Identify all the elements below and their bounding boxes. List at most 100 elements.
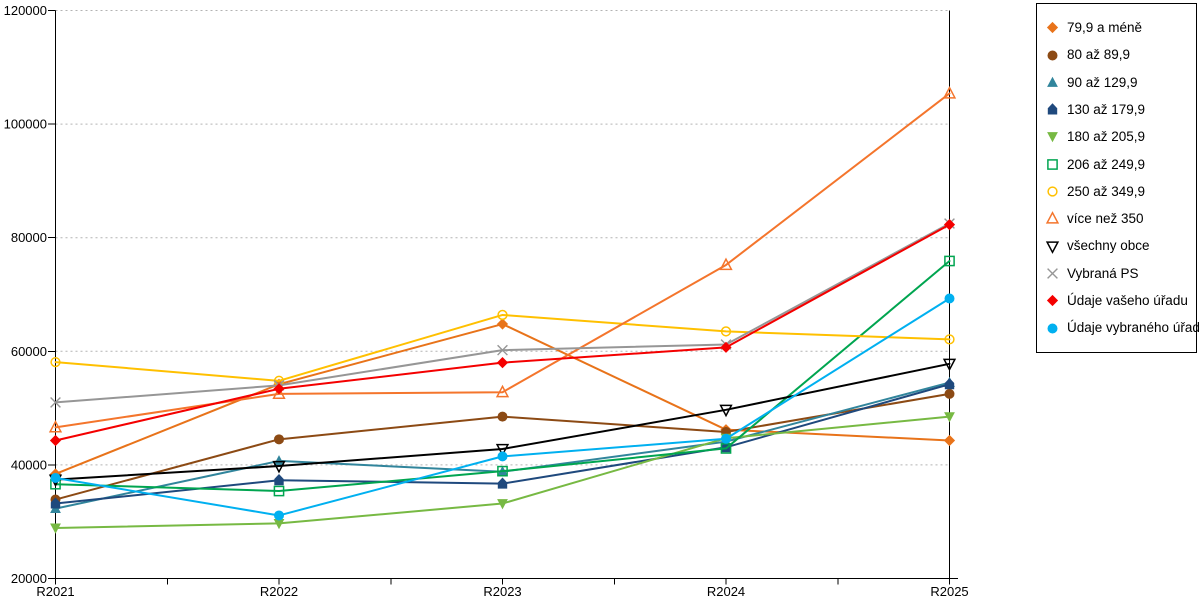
data-point-marker [273,383,285,395]
axis-labels: 20000 40000 60000 80000 100000 120000 R2021 R20… [4,3,969,599]
data-point-marker [272,460,286,474]
legend-item: Údaje vašeho úřadu [1045,293,1192,308]
data-point-marker [943,219,956,231]
series-5 [50,255,955,497]
y-axis-tick-label: 100000 [4,117,47,132]
legend-item: 206 až 249,9 [1045,157,1192,172]
legend-marker-diamond-icon [1046,295,1059,307]
legend-marker-house-icon [1047,103,1058,115]
legend-item: 90 až 129,9 [1045,75,1192,90]
legend-marker-triangle-down-icon [1045,241,1060,254]
data-point-marker [944,412,955,423]
data-point-marker [273,519,285,530]
legend-marker-circle-icon [1047,50,1058,61]
data-point-marker [274,434,284,445]
legend-item: Údaje vybraného úřadu [1045,321,1200,336]
legend-label: 79,9 a méně [1067,20,1143,36]
data-point-marker [50,356,61,368]
data-point-marker [495,443,510,457]
legend-label: Vybraná PS [1067,265,1139,281]
data-point-marker [942,358,957,372]
legend-item: 180 až 205,9 [1045,129,1192,144]
x-axis-tick-label: R2024 [707,584,745,599]
legend-marker-diamond-icon [1046,22,1059,34]
data-point-marker [943,434,956,447]
legend-label: více než 350 [1067,211,1144,227]
legend-label: 180 až 205,9 [1067,129,1146,145]
series-4 [50,412,955,534]
x-axis-tick-label: R2025 [930,584,968,599]
data-point-marker [497,451,508,462]
legend-label: Údaje vybraného úřadu [1067,320,1200,336]
data-point-marker [942,86,957,99]
chart-legend: 79,9 a méně 80 až 89,9 90 až 129,9 130 až 1… [1036,3,1200,353]
data-point-marker [497,499,508,510]
data-point-marker [50,523,61,534]
legend-label: 90 až 129,9 [1067,74,1138,90]
data-point-marker [274,474,284,486]
y-axis-tick-label: 20000 [11,571,47,586]
series-line [54,92,951,429]
legend-marker-circle-icon [1047,186,1058,197]
series-line [54,222,951,404]
gridlines [55,10,950,466]
data-point-marker [49,434,62,447]
legend-label: všechny obce [1067,238,1150,254]
data-point-marker [497,411,508,422]
data-point-marker [944,378,955,390]
legend-label: Údaje vašeho úřadu [1067,293,1188,309]
series-10 [49,219,956,447]
y-axis-tick-label: 40000 [11,457,47,472]
legend-label: 250 až 349,9 [1067,183,1146,199]
data-point-marker [496,318,509,330]
legend-item: 80 až 89,9 [1045,48,1192,63]
legend-label: 206 až 249,9 [1067,156,1146,172]
y-axis-tick-label: 60000 [11,344,47,359]
line-chart-plot: 20000 40000 60000 80000 100000 120000 R2021 R20… [4,3,969,599]
data-point-marker [50,472,61,483]
legend-item: všechny obce [1045,239,1192,254]
legend-item: 250 až 349,9 [1045,184,1192,199]
legend-marker-triangle-up-icon [1047,76,1058,87]
axes [48,10,958,585]
data-point-marker [274,510,284,521]
data-point-marker [944,255,955,267]
legend-label: 130 až 179,9 [1067,101,1146,117]
y-axis-tick-label: 120000 [4,3,47,18]
data-point-marker [273,485,285,497]
legend-item: více než 350 [1045,211,1192,226]
series-line [54,313,951,382]
legend-label: 80 až 89,9 [1067,47,1131,63]
data-point-marker [944,293,955,304]
legend-marker-triangle-down-icon [1047,132,1058,143]
series-line [54,362,951,481]
legend-marker-square-icon [1047,158,1058,170]
data-point-marker [497,309,508,321]
data-point-marker [496,357,509,369]
data-point-marker [721,433,731,444]
data-point-marker [719,257,733,271]
series-11 [50,293,955,521]
x-axis-tick-label: R2022 [260,584,298,599]
legend-marker-triangle-up-icon [1045,211,1060,225]
legend-marker-x-cross-icon [1047,268,1058,279]
data-point-marker [495,384,510,398]
data-point-marker [720,443,732,454]
data-point-marker [944,334,955,345]
series-line [54,259,951,493]
data-point-marker [50,497,61,509]
y-axis-tick-label: 80000 [11,230,47,245]
data-point-marker [720,341,732,353]
legend-marker-circle-icon [1047,323,1058,334]
series-9 [50,218,955,408]
legend-item: Vybraná PS [1045,266,1192,281]
data-point-marker [50,397,61,408]
x-axis-tick-label: R2023 [483,584,521,599]
legend-item: 130 až 179,9 [1045,102,1192,117]
data-point-marker [497,465,508,477]
x-axis-tick-label: R2021 [36,584,74,599]
data-point-marker [497,344,508,356]
series-6 [50,309,955,386]
data-point-marker [48,420,63,433]
